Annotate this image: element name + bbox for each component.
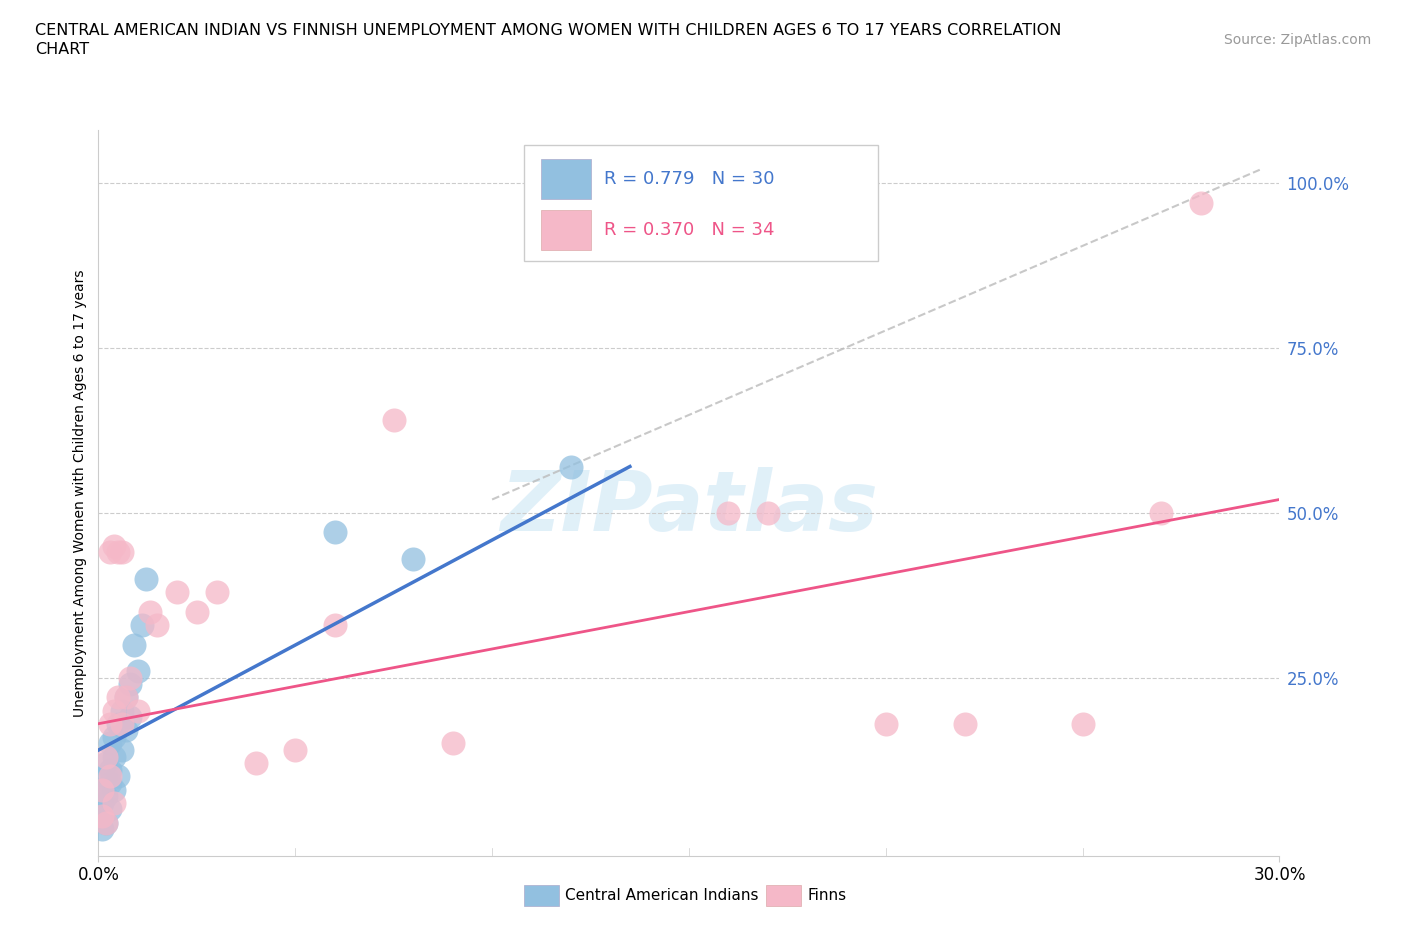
Point	[138, 604, 160, 619]
Point	[115, 690, 138, 705]
Point	[98, 736, 121, 751]
FancyBboxPatch shape	[523, 884, 560, 907]
Point	[186, 604, 208, 619]
Point	[96, 769, 118, 784]
Point	[118, 677, 141, 692]
Point	[1150, 505, 1173, 520]
Point	[103, 782, 125, 797]
Point	[115, 723, 138, 737]
Point	[1071, 716, 1094, 731]
Point	[98, 545, 121, 560]
Point	[91, 822, 114, 837]
Point	[103, 703, 125, 718]
FancyBboxPatch shape	[541, 159, 591, 199]
Point	[91, 808, 114, 823]
Point	[560, 459, 582, 474]
FancyBboxPatch shape	[541, 210, 591, 250]
Text: Source: ZipAtlas.com: Source: ZipAtlas.com	[1223, 33, 1371, 46]
Point	[875, 716, 897, 731]
Point	[96, 816, 118, 830]
Point	[98, 716, 121, 731]
Point	[107, 769, 129, 784]
Point	[717, 505, 740, 520]
Point	[91, 795, 114, 810]
Point	[96, 756, 118, 771]
Point	[107, 545, 129, 560]
Point	[111, 545, 134, 560]
Point	[1189, 195, 1212, 210]
Text: R = 0.779   N = 30: R = 0.779 N = 30	[605, 170, 775, 188]
Point	[91, 782, 114, 797]
Point	[96, 750, 118, 764]
Point	[91, 782, 114, 797]
Point	[103, 538, 125, 553]
Point	[98, 802, 121, 817]
Point	[115, 690, 138, 705]
Point	[103, 729, 125, 744]
Text: CENTRAL AMERICAN INDIAN VS FINNISH UNEMPLOYMENT AMONG WOMEN WITH CHILDREN AGES 6: CENTRAL AMERICAN INDIAN VS FINNISH UNEMP…	[35, 23, 1062, 38]
Text: R = 0.370   N = 34: R = 0.370 N = 34	[605, 220, 775, 239]
Y-axis label: Unemployment Among Women with Children Ages 6 to 17 years: Unemployment Among Women with Children A…	[73, 269, 87, 717]
Point	[111, 716, 134, 731]
Point	[441, 736, 464, 751]
Point	[131, 618, 153, 632]
Point	[127, 703, 149, 718]
Point	[402, 551, 425, 566]
Point	[166, 584, 188, 599]
Text: Central American Indians: Central American Indians	[565, 888, 758, 903]
Point	[205, 584, 228, 599]
Point	[98, 769, 121, 784]
Point	[382, 413, 405, 428]
Point	[323, 618, 346, 632]
Point	[96, 816, 118, 830]
Point	[135, 571, 157, 586]
Point	[98, 776, 121, 790]
Point	[103, 795, 125, 810]
Point	[118, 710, 141, 724]
Point	[98, 763, 121, 777]
Point	[103, 750, 125, 764]
Point	[122, 637, 145, 652]
Point	[284, 743, 307, 758]
Text: CHART: CHART	[35, 42, 89, 57]
Point	[953, 716, 976, 731]
FancyBboxPatch shape	[523, 145, 877, 260]
Point	[107, 690, 129, 705]
Point	[756, 505, 779, 520]
Point	[111, 703, 134, 718]
Point	[107, 716, 129, 731]
Point	[91, 808, 114, 823]
Point	[323, 525, 346, 540]
Text: ZIPatlas: ZIPatlas	[501, 467, 877, 548]
Point	[146, 618, 169, 632]
Point	[127, 663, 149, 678]
FancyBboxPatch shape	[766, 884, 801, 907]
Point	[111, 743, 134, 758]
Point	[245, 756, 267, 771]
Point	[118, 671, 141, 685]
Text: Finns: Finns	[807, 888, 846, 903]
Point	[96, 789, 118, 804]
